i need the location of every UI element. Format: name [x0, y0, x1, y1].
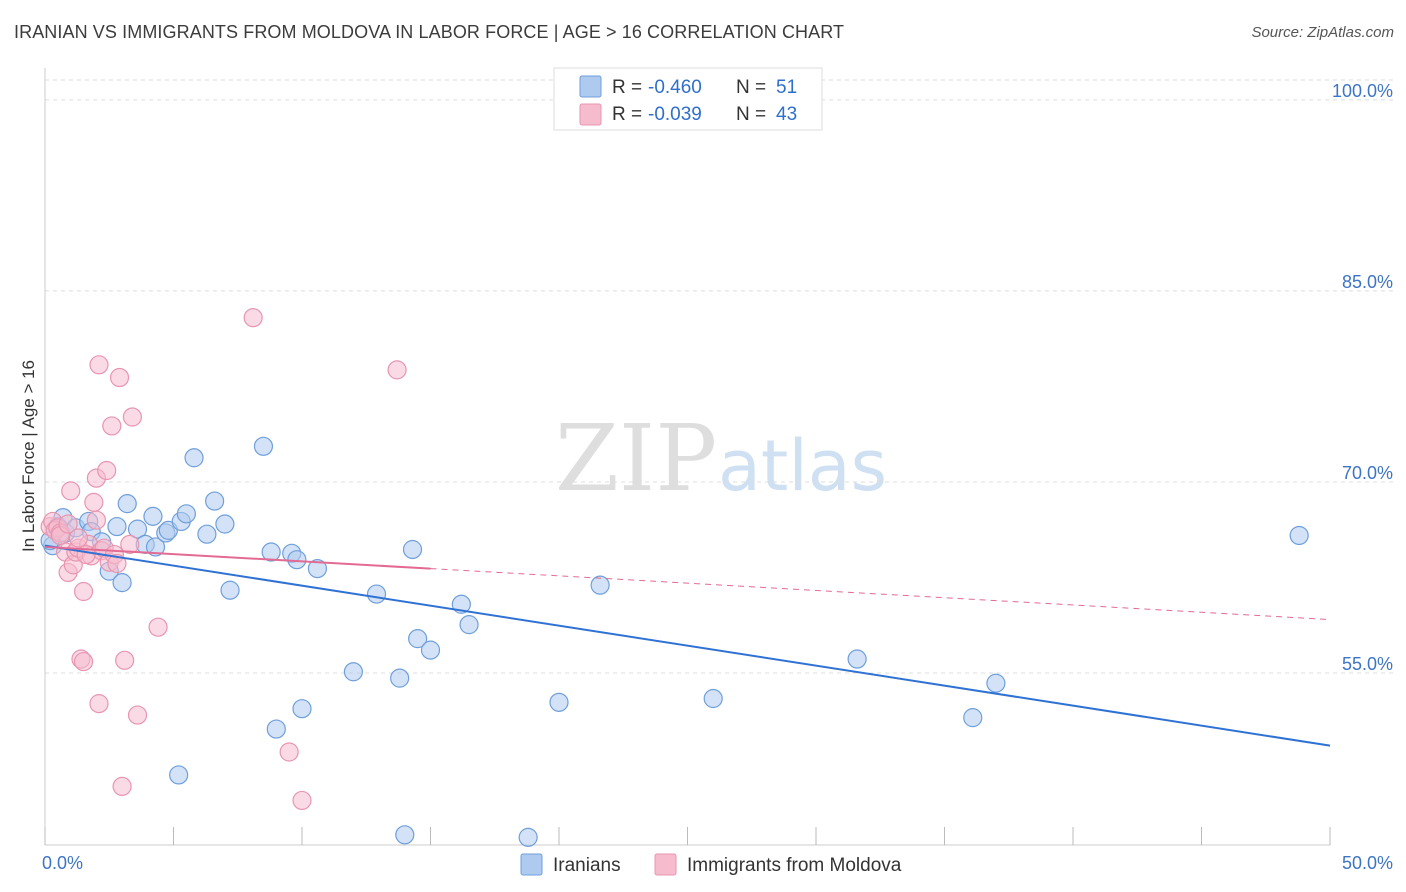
iranians-point-23 [215, 514, 235, 534]
iranians-point-21 [197, 524, 217, 544]
source-credit: Source: ZipAtlas.com [1251, 24, 1394, 41]
iranians-point-33 [366, 584, 387, 604]
stats-n-label-iranians: N = [736, 77, 766, 98]
moldova-point-13 [73, 651, 94, 672]
x-axis-ticks [44, 827, 1331, 845]
iranians-point-32 [343, 662, 363, 682]
legend-swatch-iranians [520, 853, 543, 876]
iranians-point-41 [518, 827, 538, 847]
y-tick-label-70: 70.0% [1342, 463, 1393, 483]
stats-n-label-moldova: N = [736, 104, 766, 125]
moldova-point-30 [115, 650, 135, 670]
iranians-point-38 [420, 640, 441, 660]
y-tick-label-55: 55.0% [1342, 654, 1393, 674]
iranians-point-35 [395, 825, 415, 845]
legend-label-iranians: Iranians [553, 855, 621, 876]
chart-title: IRANIAN VS IMMIGRANTS FROM MOLDOVA IN LA… [14, 22, 845, 42]
iranians-point-20 [184, 448, 204, 468]
data-points [40, 308, 1309, 847]
y-tick-label-85: 85.0% [1342, 272, 1393, 292]
moldova-point-23 [97, 460, 117, 481]
iranians-point-42 [549, 692, 569, 712]
iranians-point-26 [261, 542, 281, 562]
moldova-point-20 [89, 694, 109, 714]
iranians-point-29 [287, 550, 307, 570]
moldova-point-32 [122, 407, 142, 427]
moldova-point-38 [387, 360, 407, 380]
iranians-point-40 [459, 615, 479, 635]
iranians-point-36 [402, 539, 423, 560]
iranians-point-37 [408, 629, 428, 649]
moldova-point-36 [279, 742, 299, 762]
moldova-trend-line [44, 545, 431, 570]
stats-legend: R = -0.460 N = 51 R = -0.039 N = 43 [553, 67, 823, 131]
iranians-point-44 [703, 688, 723, 709]
moldova-point-16 [84, 492, 104, 512]
stats-legend-swatch-moldova [579, 103, 602, 126]
stats-legend-swatch-iranians [579, 75, 602, 98]
watermark-zip: ZIP [555, 405, 717, 512]
iranians-point-43 [590, 575, 610, 595]
iranians-point-22 [205, 491, 225, 511]
moldova-point-31 [120, 534, 140, 554]
iranians-point-12 [127, 519, 148, 539]
iranians-trend-line [44, 544, 1331, 747]
moldova-point-27 [107, 553, 127, 574]
trend-lines [44, 544, 1331, 747]
iranians-point-45 [847, 649, 867, 669]
moldova-point-34 [148, 617, 168, 637]
iranians-point-46 [963, 708, 983, 728]
iranians-point-15 [145, 537, 166, 557]
iranians-point-49 [169, 765, 189, 785]
moldova-point-7 [61, 481, 81, 501]
series-legend: Iranians Immigrants from Moldova [520, 853, 902, 876]
moldova-point-29 [112, 776, 132, 797]
moldova-point-17 [86, 510, 107, 530]
moldova-point-42 [68, 528, 89, 548]
moldova-point-33 [127, 705, 148, 725]
iranians-point-30 [292, 699, 312, 719]
stats-r-value-iranians: -0.460 [648, 77, 702, 98]
iranians-point-10 [112, 573, 132, 593]
stats-n-value-iranians: 51 [776, 77, 797, 98]
iranians-point-14 [143, 506, 163, 526]
y-axis-title: In Labor Force | Age > 16 [19, 360, 38, 552]
iranians-point-27 [266, 719, 286, 739]
iranians-point-48 [1289, 525, 1309, 546]
moldova-point-37 [292, 790, 312, 811]
moldova-trend-line-extension [430, 568, 1331, 621]
legend-swatch-moldova [654, 853, 677, 876]
x-tick-label-max: 50.0% [1342, 853, 1393, 873]
iranians-point-24 [220, 580, 240, 600]
iranians-point-47 [986, 673, 1006, 693]
moldova-point-41 [58, 514, 78, 534]
stats-n-value-moldova: 43 [776, 104, 797, 125]
moldova-point-35 [243, 308, 263, 328]
iranians-point-25 [253, 436, 274, 456]
watermark-atlas: atlas [718, 425, 887, 507]
legend-label-moldova: Immigrants from Moldova [687, 855, 902, 876]
iranians-point-34 [390, 668, 410, 688]
y-tick-labels: 55.0% 70.0% 85.0% 100.0% [1332, 81, 1393, 674]
moldova-point-12 [73, 581, 94, 602]
moldova-point-25 [102, 416, 122, 436]
x-tick-label-min: 0.0% [42, 853, 83, 873]
moldova-point-19 [89, 355, 109, 375]
stats-r-label-iranians: R = [612, 77, 642, 98]
iranians-point-31 [307, 558, 328, 579]
y-tick-label-100: 100.0% [1332, 81, 1393, 101]
iranians-point-19 [176, 504, 196, 524]
iranians-point-11 [117, 494, 137, 514]
stats-r-value-moldova: -0.039 [648, 104, 702, 125]
moldova-point-28 [109, 367, 130, 388]
gridlines [45, 79, 1393, 674]
stats-r-label-moldova: R = [612, 104, 642, 125]
iranians-point-9 [107, 516, 127, 537]
